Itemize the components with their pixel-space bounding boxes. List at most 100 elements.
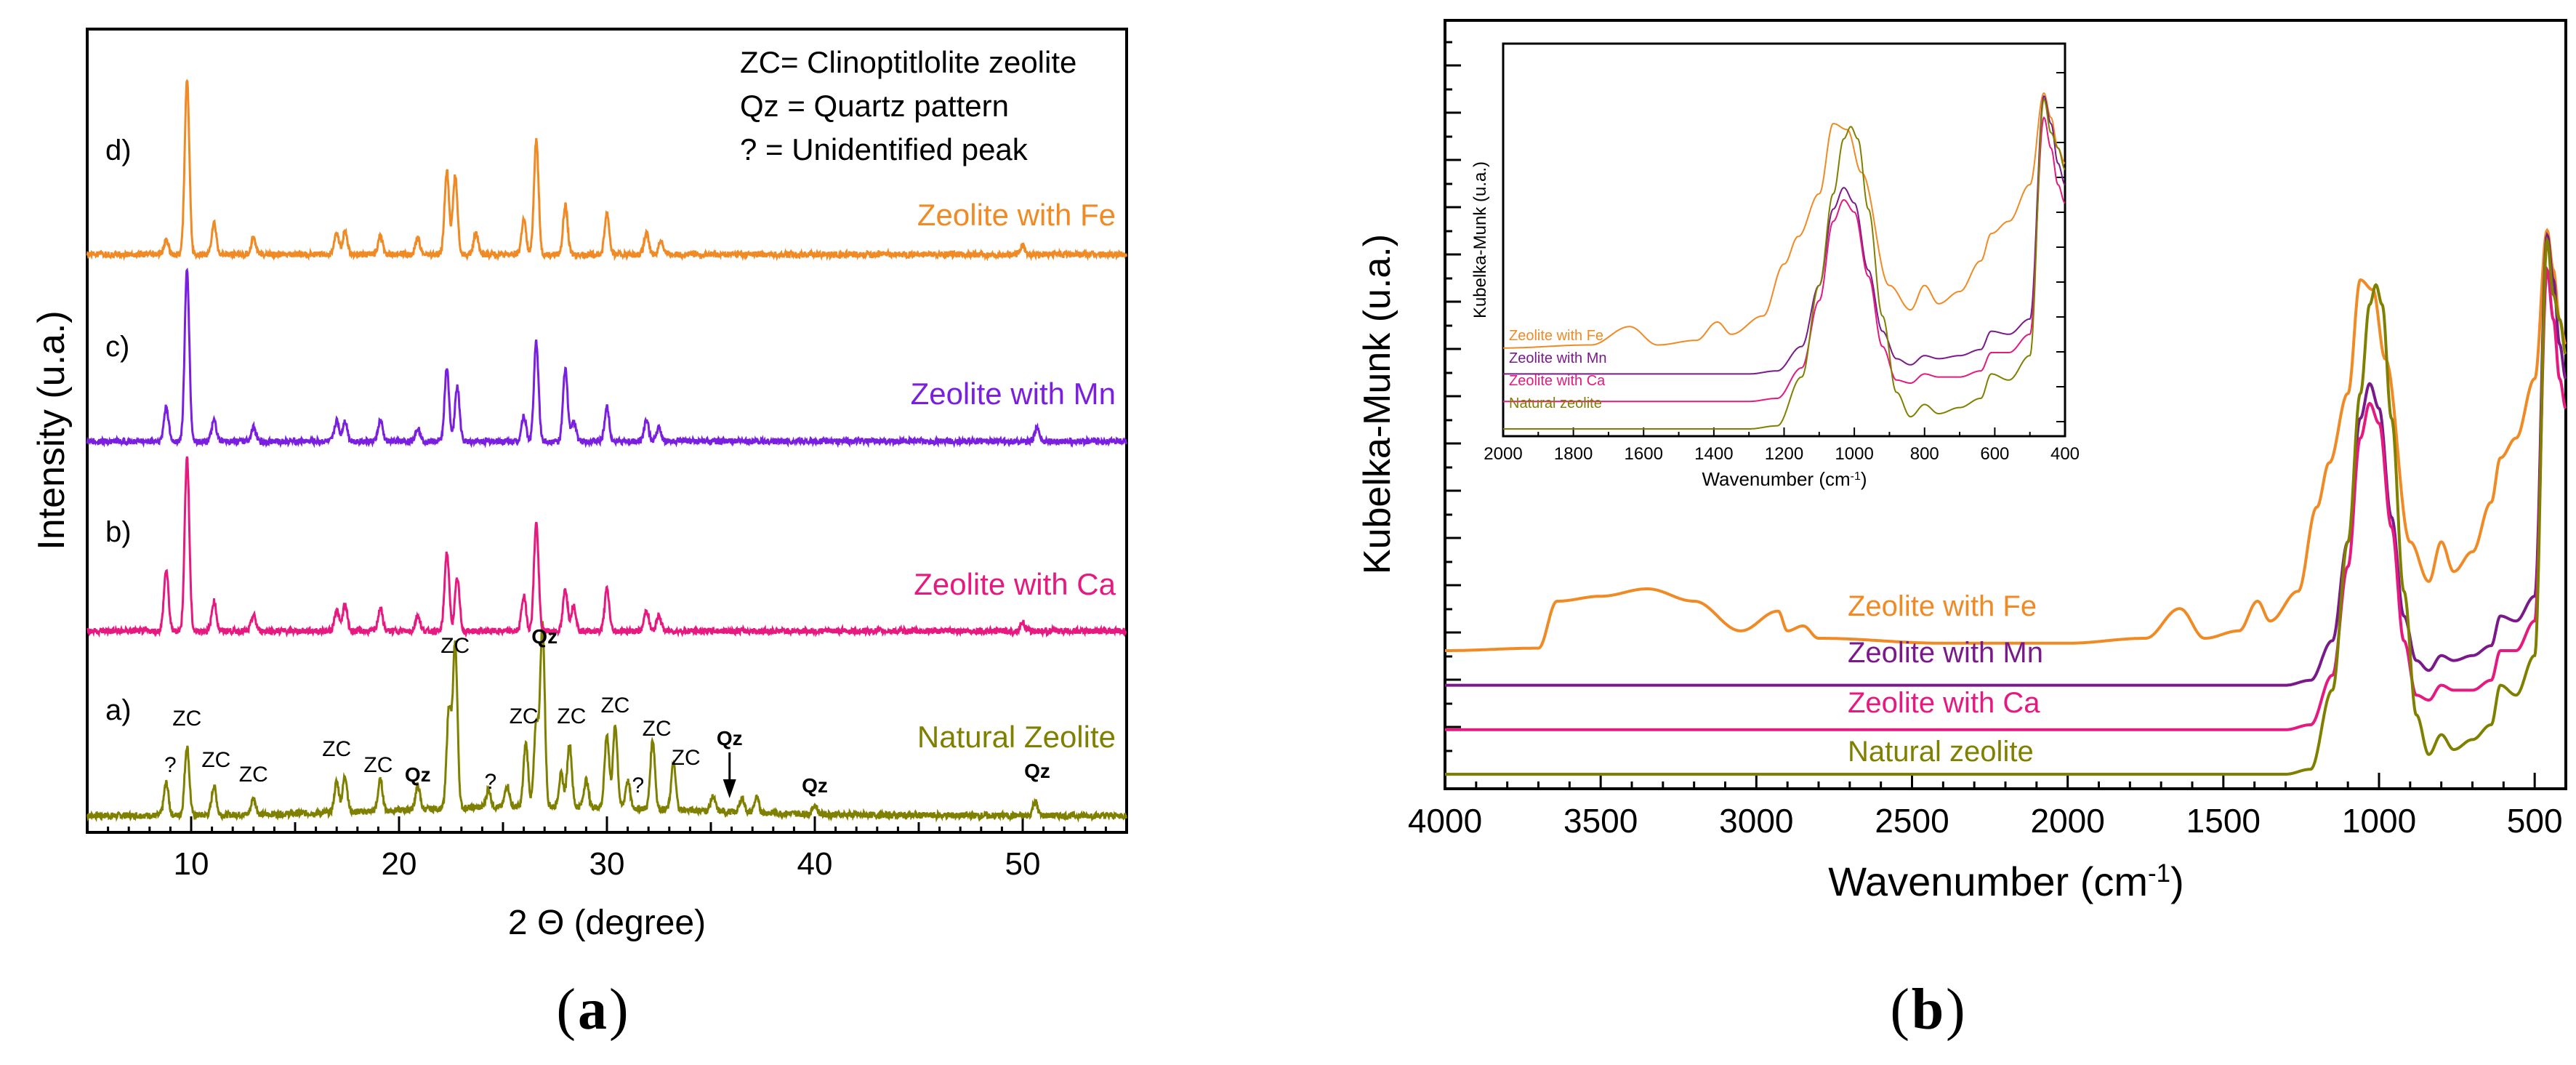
ir-inset-legend-entry: Zeolite with Fe	[1509, 328, 1603, 344]
xrd-key-line: ZC= Clinoptitlolite zeolite	[740, 45, 1076, 79]
xrd-y-axis-label: Intensity (u.a.)	[31, 310, 73, 550]
panel-a-caption: ( a )	[556, 978, 628, 1042]
ir-x-axis-label: Wavenumber (cm-1)	[1828, 859, 2184, 904]
xrd-peak-annotation: ?	[484, 770, 496, 794]
xrd-x-tick-label: 30	[589, 846, 625, 882]
ir-inset-y-axis-label: Kubelka-Munk (u.a.)	[1470, 161, 1490, 318]
xrd-series-line	[86, 79, 1127, 262]
xrd-peak-annotation: Qz	[405, 763, 431, 786]
xrd-peak-annotation: ?	[164, 753, 177, 777]
xrd-peak-annotation: ZC	[643, 717, 672, 741]
xrd-annotation-arrowhead	[723, 779, 736, 798]
xrd-x-tick-label: 50	[1005, 846, 1041, 882]
panel-b-caption: ( b )	[1890, 978, 1965, 1042]
xrd-peak-annotation: Qz	[717, 727, 743, 749]
ir-inset-frame	[1502, 42, 2066, 438]
ir-inset-x-tick-label: 2000	[1484, 444, 1522, 464]
ir-x-tick-label: 500	[2507, 802, 2563, 840]
ir-inset-ticks: 2000 1800 1600 1400 1200 1000 800 600 400	[1484, 72, 2080, 464]
xrd-key-line: ? = Unidentified peak	[740, 132, 1029, 166]
ir-series-label: Zeolite with Fe	[1848, 590, 2037, 622]
svg-text:): )	[1946, 978, 1965, 1042]
xrd-peak-annotation: Qz	[531, 625, 558, 648]
ir-x-tick-label: 4000	[1408, 802, 1482, 840]
ir-series-label: Zeolite with Ca	[1848, 687, 2040, 719]
ir-inset-series-group	[1503, 92, 2066, 430]
ir-inset-series-line	[1503, 97, 2066, 430]
xrd-peak-annotation: ZC	[672, 746, 701, 770]
ir-x-tick-label: 2000	[2030, 802, 2104, 840]
ir-x-tick-label: 1000	[2342, 802, 2416, 840]
xrd-series-label: Zeolite with Ca	[914, 567, 1116, 601]
ir-inset-x-tick-label: 600	[1980, 444, 2009, 464]
ir-series-group	[1445, 228, 2567, 776]
ir-inset-x-tick-label: 400	[2050, 444, 2080, 464]
ir-inset-x-tick-label: 1000	[1835, 444, 1873, 464]
xrd-x-ticks: 10 20 30 40 50	[86, 816, 1128, 882]
panel-a-letter: a	[578, 978, 607, 1042]
xrd-peak-annotation: ZC	[600, 694, 629, 718]
ir-inset: 2000 1800 1600 1400 1200 1000 800 600 400 Zeolit…	[1470, 42, 2080, 490]
xrd-row-label: d)	[105, 134, 132, 166]
xrd-peak-annotation: ZC	[322, 737, 351, 761]
ir-series-label: Natural zeolite	[1848, 736, 2034, 768]
xrd-peak-annotation: ZC	[557, 704, 586, 728]
xrd-peak-annotation: ZC	[201, 748, 230, 772]
xrd-x-tick-label: 10	[174, 846, 209, 882]
xrd-row-label: c)	[105, 331, 129, 363]
xrd-series-label: Zeolite with Fe	[917, 198, 1116, 232]
xrd-panel: 10 20 30 40 50 Natural Zeolite a) Zeolite with…	[31, 28, 1128, 1042]
xrd-key: ZC= Clinoptitlolite zeolite Qz = Quartz p…	[740, 45, 1076, 166]
xrd-row-label: b)	[105, 516, 132, 548]
ir-inset-series-line	[1503, 116, 2066, 403]
ir-inset-x-tick-label: 800	[1910, 444, 1939, 464]
xrd-peak-annotation: ZC	[239, 763, 268, 787]
xrd-x-tick-label: 20	[382, 846, 417, 882]
ir-inset-x-tick-label: 1400	[1694, 444, 1733, 464]
svg-text:): )	[609, 978, 629, 1042]
ir-inset-x-tick-label: 1600	[1625, 444, 1663, 464]
xrd-x-tick-label: 40	[797, 846, 833, 882]
xrd-series-group: Natural Zeolite a) Zeolite with Ca b) Zeolit…	[86, 79, 1127, 823]
ir-x-tick-label: 1500	[2186, 802, 2261, 840]
xrd-row-label: a)	[105, 694, 132, 726]
ir-x-tick-label: 3000	[1719, 802, 1793, 840]
ir-inset-x-axis-label: Wavenumber (cm-1)	[1702, 468, 1867, 490]
ir-series-label: Zeolite with Mn	[1848, 637, 2043, 669]
xrd-peak-annotation: Qz	[1024, 760, 1050, 782]
ir-series-line	[1445, 231, 2567, 687]
xrd-peak-annotation: Qz	[802, 774, 828, 797]
ir-panel: 4000 3500 3000 2500 2000 1500 1000 500 Zeolite …	[1356, 19, 2567, 1042]
ir-y-axis-label: Kubelka-Munk (u.a.)	[1356, 234, 1398, 574]
xrd-series-line	[86, 456, 1127, 638]
ir-inset-legend-entry: Zeolite with Mn	[1509, 350, 1607, 366]
ir-inset-series-line	[1503, 92, 2066, 349]
ir-x-tick-label: 2500	[1875, 802, 1949, 840]
xrd-series-line	[86, 621, 1127, 823]
ir-series-line	[1445, 228, 2567, 652]
ir-x-tick-label: 3500	[1563, 802, 1638, 840]
ir-inset-legend-entry: Zeolite with Ca	[1509, 373, 1606, 389]
ir-ticks: 4000 3500 3000 2500 2000 1500 1000 500	[1408, 41, 2567, 840]
xrd-series-label: Natural Zeolite	[917, 720, 1116, 754]
panel-b-letter: b	[1912, 978, 1944, 1042]
ir-inset-series-line	[1503, 95, 2066, 375]
xrd-series-line	[86, 267, 1127, 449]
ir-series-line	[1445, 236, 2567, 776]
ir-inset-x-tick-label: 1800	[1554, 444, 1593, 464]
svg-text:(: (	[556, 978, 576, 1042]
ir-inset-legend: Zeolite with Fe Zeolite with Mn Zeolite wi…	[1509, 328, 1607, 411]
ir-inset-legend-entry: Natural zeolite	[1509, 395, 1602, 411]
xrd-peak-annotation: ZC	[510, 704, 539, 728]
xrd-series-label: Zeolite with Mn	[911, 377, 1116, 411]
xrd-peak-annotation: ?	[632, 773, 645, 797]
ir-series-labels: Zeolite with Fe Zeolite with Mn Zeolite wi…	[1848, 590, 2043, 768]
ir-inset-x-tick-label: 1200	[1765, 444, 1803, 464]
xrd-x-axis-label: 2 Θ (degree)	[508, 904, 706, 942]
xrd-peak-annotation: ZC	[172, 707, 201, 731]
xrd-peak-annotation: ZC	[440, 634, 470, 658]
ir-series-line	[1445, 266, 2567, 731]
xrd-peak-annotation: ZC	[363, 753, 393, 777]
